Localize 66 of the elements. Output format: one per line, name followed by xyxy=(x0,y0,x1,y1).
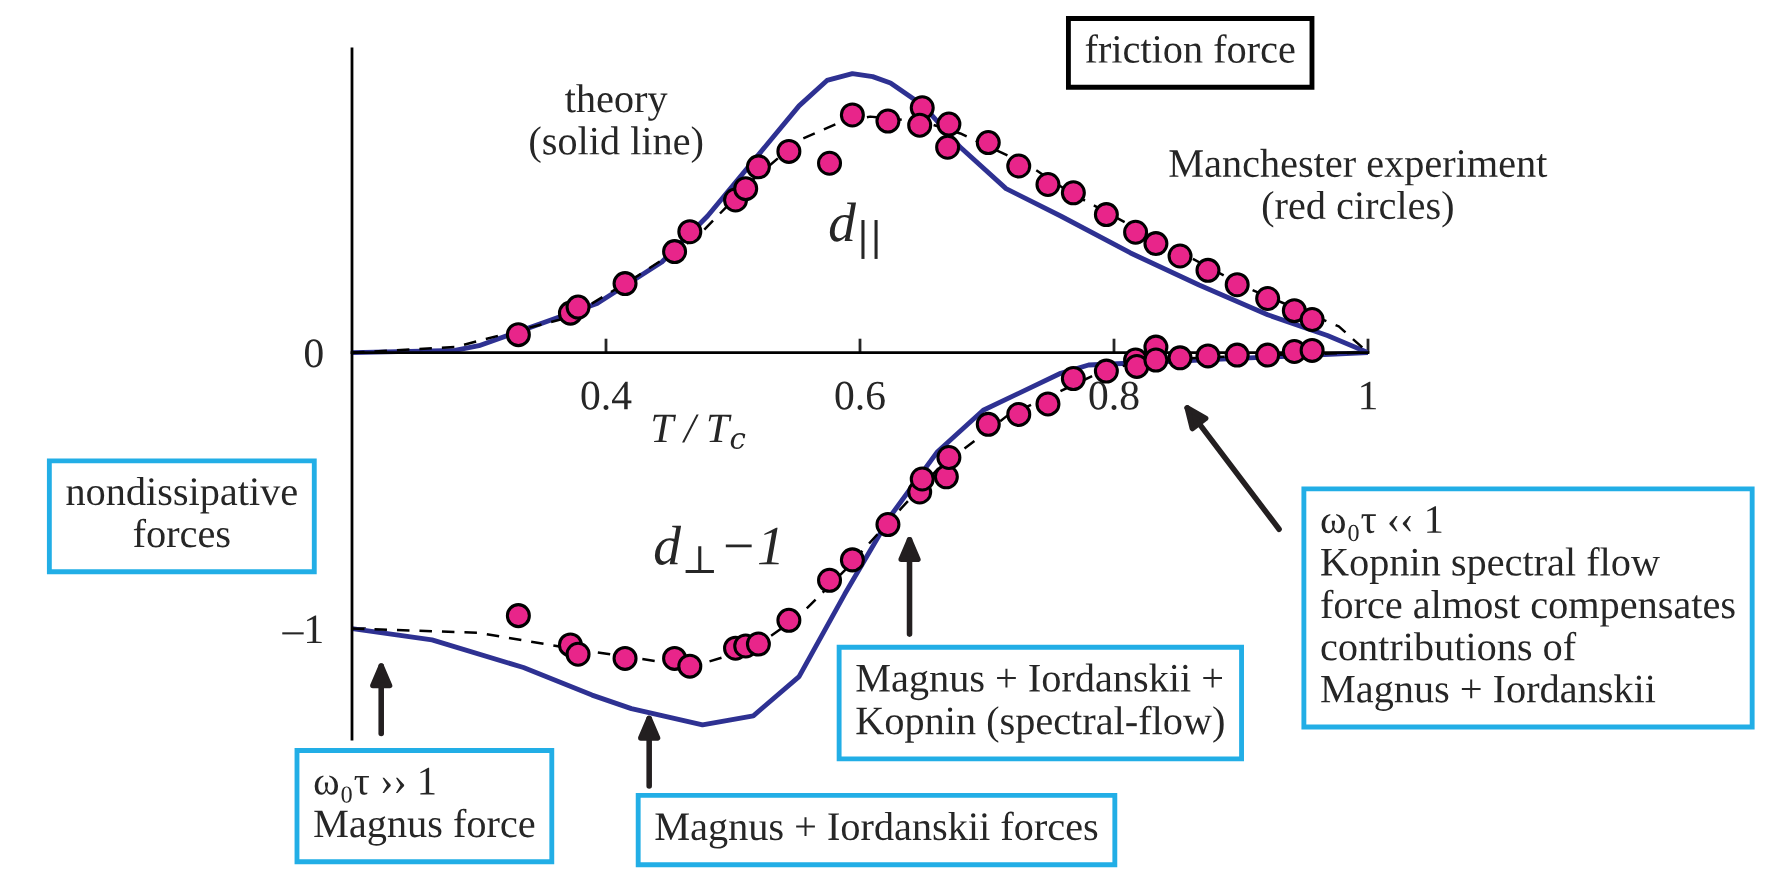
point xyxy=(935,134,961,160)
point xyxy=(1167,243,1193,269)
point xyxy=(1143,347,1169,373)
point xyxy=(1255,342,1281,368)
point xyxy=(875,512,901,538)
point xyxy=(936,444,962,470)
y-tick-label: 0 xyxy=(304,339,323,368)
point xyxy=(677,219,703,245)
x-axis-title: T / T$_{c}$ xyxy=(653,414,746,449)
point xyxy=(505,322,531,348)
point xyxy=(677,653,703,679)
point xyxy=(1167,345,1193,371)
y-tick-label: –1 xyxy=(282,615,322,644)
point xyxy=(936,111,962,137)
point xyxy=(1195,257,1221,283)
point xyxy=(975,130,1001,156)
point xyxy=(817,567,843,593)
x-tick-label: 0.6 xyxy=(835,381,885,410)
point xyxy=(839,547,865,573)
point xyxy=(1093,202,1119,228)
point xyxy=(505,603,531,629)
point xyxy=(1124,353,1150,379)
point xyxy=(1255,285,1281,312)
point xyxy=(1195,343,1221,369)
point xyxy=(1035,172,1061,198)
point xyxy=(565,641,591,667)
x-tick-label: 1 xyxy=(1361,381,1376,410)
point xyxy=(817,150,843,176)
point xyxy=(839,102,865,128)
point xyxy=(612,271,638,297)
annotation: Magnus + Iordanskii + Kopnin (spectral-flow) xyxy=(856,663,1224,743)
point xyxy=(1299,337,1325,363)
point xyxy=(909,466,935,492)
point xyxy=(565,294,591,320)
x-tick-label: 0.4 xyxy=(581,381,632,410)
point xyxy=(1143,231,1169,257)
annotation: d$_{⊥}$−1 xyxy=(654,525,779,573)
point xyxy=(975,411,1001,437)
annotation: d$_{||}$ xyxy=(829,202,878,259)
point xyxy=(776,607,802,633)
point xyxy=(875,108,901,134)
point xyxy=(733,176,759,202)
point xyxy=(776,138,802,164)
annotation: friction force xyxy=(1085,34,1295,63)
annotation: theory (solid line) xyxy=(530,84,703,163)
annotation: Manchester experiment (red circles) xyxy=(1169,148,1548,228)
point xyxy=(1060,180,1086,206)
point xyxy=(662,239,688,265)
point xyxy=(745,631,771,657)
point xyxy=(1123,219,1149,245)
point xyxy=(1006,153,1032,179)
text: ω₀τ ›› 1 Magnus force xyxy=(314,767,535,846)
point xyxy=(907,112,933,138)
point xyxy=(1035,391,1061,417)
point xyxy=(1299,306,1325,332)
x-tick-label: 0.8 xyxy=(1089,381,1139,410)
point xyxy=(1224,342,1250,368)
point xyxy=(1281,298,1307,324)
point xyxy=(1224,272,1250,298)
point xyxy=(612,645,638,671)
point xyxy=(745,154,771,180)
annotation: ω₀τ ‹‹ 1 Kopnin spectral flow force almost compensates contributions of Magnus + Iordanskii xyxy=(1321,506,1735,711)
text: nondissipative forces xyxy=(66,476,297,548)
point xyxy=(1006,401,1032,427)
point xyxy=(1060,366,1086,392)
annotation: Magnus + Iordanskii forces xyxy=(655,811,1098,849)
